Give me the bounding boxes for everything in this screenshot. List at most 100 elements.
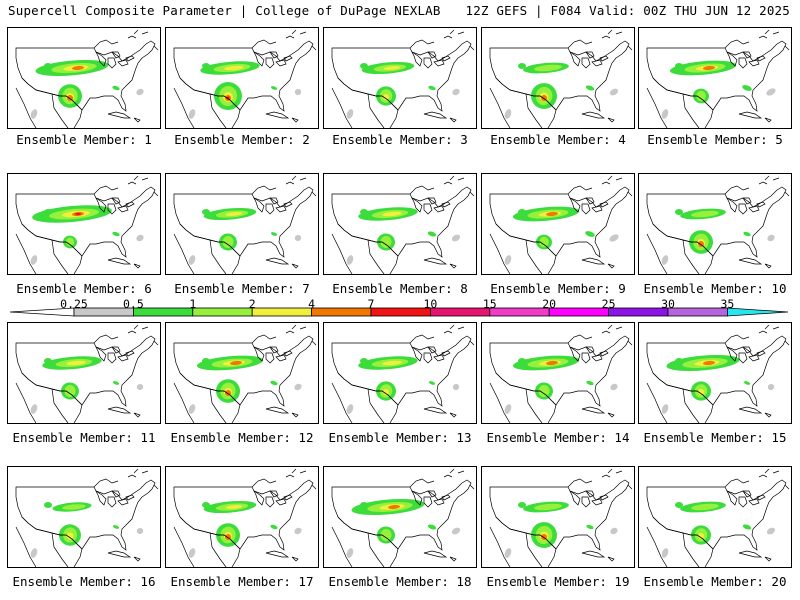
scp-shading <box>504 62 619 119</box>
ensemble-member-label: Ensemble Member: 8 <box>332 281 468 296</box>
ensemble-member-label: Ensemble Member: 19 <box>486 574 630 589</box>
ensemble-member-label: Ensemble Member: 2 <box>174 132 310 147</box>
ensemble-member-map <box>323 322 477 424</box>
scp-map <box>646 324 790 423</box>
basemap-outlines <box>173 468 317 567</box>
basemap-outlines <box>331 29 475 128</box>
ensemble-member-map <box>323 466 477 568</box>
basemap-outlines <box>646 324 790 423</box>
basemap-outlines <box>489 175 633 274</box>
ensemble-member-label: Ensemble Member: 14 <box>486 430 630 445</box>
colorbar-segment <box>192 307 253 317</box>
scp-map <box>489 175 633 274</box>
scp-shading <box>661 208 775 265</box>
scp-shading <box>661 354 775 414</box>
colorbar-segment <box>251 307 312 317</box>
colorbar-tick-label: 0.5 <box>123 297 144 311</box>
basemap-outlines <box>15 175 159 274</box>
basemap-outlines <box>646 29 790 128</box>
ensemble-member-label: Ensemble Member: 12 <box>170 430 314 445</box>
colorbar-tick-label: 20 <box>542 297 557 311</box>
scp-shading <box>30 59 144 119</box>
ensemble-member-map <box>481 27 635 129</box>
colorbar <box>10 307 789 317</box>
basemap-outlines <box>646 468 790 567</box>
basemap-outlines <box>331 175 475 274</box>
colorbar-segment <box>489 307 550 317</box>
ensemble-member-map <box>481 322 635 424</box>
scp-map <box>646 468 790 567</box>
ensemble-member-map <box>481 173 635 275</box>
scp-map <box>173 175 317 274</box>
scp-shading <box>346 498 461 558</box>
colorbar-tick-label: 35 <box>720 297 735 311</box>
scp-map <box>489 324 633 423</box>
ensemble-member-map <box>7 27 161 129</box>
basemap-outlines <box>646 175 790 274</box>
scp-map <box>331 468 475 567</box>
scp-map <box>173 29 317 128</box>
scp-map <box>331 175 475 274</box>
scp-shading <box>188 61 302 119</box>
colorbar-tick-label: 10 <box>423 297 438 311</box>
basemap-outlines <box>173 175 317 274</box>
scp-map <box>489 29 633 128</box>
ensemble-member-map <box>638 466 792 568</box>
ensemble-member-map <box>165 322 319 424</box>
ensemble-member-map <box>638 173 792 275</box>
basemap-outlines <box>15 29 159 128</box>
ensemble-member-map <box>7 466 161 568</box>
scp-map <box>646 175 790 274</box>
scp-shading <box>188 500 302 558</box>
colorbar-over-arrow <box>727 307 789 317</box>
colorbar-tick-label: 7 <box>367 297 375 311</box>
colorbar-segment <box>608 307 669 317</box>
ensemble-member-label: Ensemble Member: 5 <box>647 132 783 147</box>
ensemble-member-map <box>7 322 161 424</box>
scp-map <box>331 29 475 128</box>
scp-map <box>15 468 159 567</box>
scp-shading <box>346 356 460 414</box>
basemap-outlines <box>489 29 633 128</box>
scp-shading <box>661 60 776 119</box>
model-run-info: 12Z GEFS | F084 Valid: 00Z THU JUN 12 20… <box>465 3 790 18</box>
scp-shading <box>30 205 144 265</box>
colorbar-segment <box>429 307 491 317</box>
basemap-outlines <box>331 468 475 567</box>
chart-title: Supercell Composite Parameter | College … <box>8 3 441 18</box>
colorbar-segment <box>370 307 431 317</box>
colorbar-tick-label: 0.25 <box>60 297 88 311</box>
scp-shading <box>661 501 776 558</box>
scp-map <box>331 324 475 423</box>
scp-map <box>646 29 790 128</box>
ensemble-member-label: Ensemble Member: 9 <box>490 281 626 296</box>
colorbar-tick-label: 1 <box>189 297 197 311</box>
ensemble-member-map <box>165 173 319 275</box>
colorbar-tick-label: 25 <box>601 297 616 311</box>
ensemble-member-map <box>638 27 792 129</box>
ensemble-member-label: Ensemble Member: 3 <box>332 132 468 147</box>
ensemble-member-label: Ensemble Member: 17 <box>170 574 314 589</box>
basemap-outlines <box>489 468 633 567</box>
scp-map <box>15 175 159 274</box>
scp-map <box>15 29 159 128</box>
colorbar-tick-label: 2 <box>248 297 256 311</box>
colorbar-tick-label: 4 <box>308 297 316 311</box>
ensemble-member-label: Ensemble Member: 13 <box>328 430 472 445</box>
scp-shading <box>346 207 461 265</box>
scp-shading <box>188 355 302 414</box>
ensemble-member-label: Ensemble Member: 6 <box>16 281 152 296</box>
ensemble-member-map <box>323 173 477 275</box>
scp-map <box>15 324 159 423</box>
basemap-outlines <box>173 324 317 423</box>
ensemble-member-map <box>7 173 161 275</box>
scp-shading <box>188 207 302 265</box>
colorbar-segment <box>667 307 728 317</box>
ensemble-member-map <box>165 466 319 568</box>
basemap-outlines <box>331 324 475 423</box>
ensemble-member-map <box>165 27 319 129</box>
ensemble-member-label: Ensemble Member: 4 <box>490 132 626 147</box>
scp-shading <box>346 61 460 119</box>
ensemble-member-label: Ensemble Member: 15 <box>643 430 787 445</box>
colorbar-tick-label: 15 <box>482 297 497 311</box>
